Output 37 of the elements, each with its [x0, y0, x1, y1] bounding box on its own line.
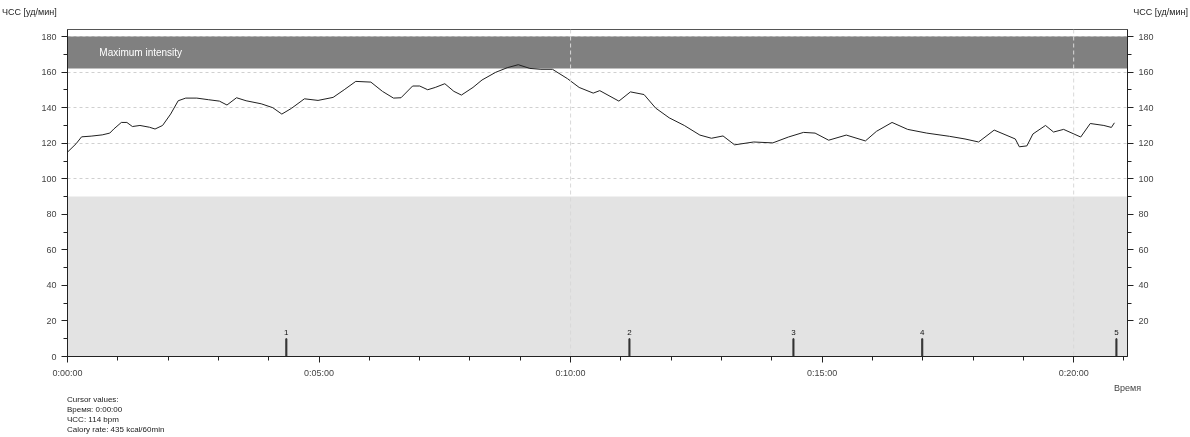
y2-tick-label: 100 — [1138, 173, 1154, 184]
y2-tick-label: 20 — [1138, 315, 1149, 326]
series-label: 3 — [791, 327, 797, 337]
y2-tick-label: 80 — [1138, 209, 1149, 220]
series-label: 4 — [920, 327, 926, 337]
y-tick-label: 180 — [41, 31, 57, 42]
x-tick-label: 0:20:00 — [1058, 367, 1089, 378]
series-label: 5 — [1114, 327, 1120, 337]
series-label: 2 — [627, 327, 633, 337]
y-tick-label: 140 — [41, 102, 57, 113]
y-tick-label: 100 — [41, 173, 57, 184]
y-tick-label: 80 — [46, 209, 57, 220]
y2-tick-label: 60 — [1138, 244, 1149, 255]
y2-tick-label: 180 — [1138, 31, 1154, 42]
x-tick-label: 0:00:00 — [52, 367, 83, 378]
y-tick-label: 60 — [46, 244, 57, 255]
text: ЧСС: 114 bpm — [67, 415, 120, 425]
text: Cursor values: — [67, 395, 120, 405]
y2-axis-title: ЧСС [уд/мин] — [1133, 6, 1188, 19]
y-tick-label: 20 — [46, 315, 57, 326]
x-axis-title: Время — [1113, 382, 1142, 393]
y-tick-label: 160 — [41, 67, 57, 78]
text: Время: 0:00:00 — [67, 405, 124, 415]
y2-tick-label: 40 — [1138, 280, 1149, 291]
x-tick-label: 0:10:00 — [555, 367, 586, 378]
series-label: 1 — [284, 327, 290, 337]
y-tick-label: 40 — [46, 280, 57, 291]
y2-tick-label: 160 — [1138, 67, 1154, 78]
band-label: Maximum intensity — [99, 47, 183, 59]
y-axis-title: ЧСС [уд/мин] — [2, 6, 57, 19]
y2-tick-label: 140 — [1138, 102, 1154, 113]
y-tick-label: 120 — [41, 138, 57, 149]
y2-tick-label: 120 — [1138, 138, 1154, 149]
text: Calory rate: 435 kcal/60min — [67, 425, 165, 435]
x-tick-label: 0:15:00 — [807, 367, 838, 378]
y-tick-label: 0 — [51, 351, 57, 362]
x-tick-label: 0:05:00 — [304, 367, 335, 378]
